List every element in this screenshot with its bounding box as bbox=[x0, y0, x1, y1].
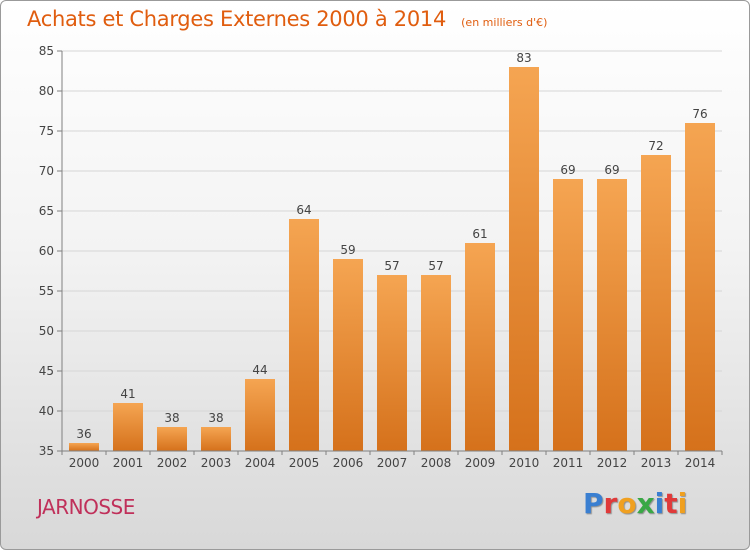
bar bbox=[685, 123, 715, 451]
bar bbox=[333, 259, 363, 451]
y-tick-label: 70 bbox=[39, 164, 54, 178]
x-tick-label: 2005 bbox=[289, 456, 320, 470]
brand-letter: x bbox=[636, 487, 655, 520]
data-label: 76 bbox=[692, 107, 707, 121]
bar bbox=[289, 219, 319, 451]
data-label: 69 bbox=[604, 163, 619, 177]
data-label: 64 bbox=[296, 203, 311, 217]
x-tick-label: 2002 bbox=[157, 456, 188, 470]
bar bbox=[201, 427, 231, 451]
y-tick-label: 80 bbox=[39, 84, 54, 98]
bar bbox=[553, 179, 583, 451]
y-tick-label: 35 bbox=[39, 444, 54, 458]
data-label: 41 bbox=[120, 387, 135, 401]
brand-logo: Proxiti bbox=[583, 487, 687, 520]
data-label: 57 bbox=[384, 259, 399, 273]
chart-unit: (en milliers d'€) bbox=[461, 16, 548, 29]
x-tick-label: 2006 bbox=[333, 456, 364, 470]
data-label: 36 bbox=[76, 427, 91, 441]
bars bbox=[69, 67, 715, 451]
x-tick-label: 2003 bbox=[201, 456, 232, 470]
x-tick-label: 2011 bbox=[553, 456, 584, 470]
data-label: 72 bbox=[648, 139, 663, 153]
x-tick-label: 2014 bbox=[685, 456, 716, 470]
x-tick-label: 2001 bbox=[113, 456, 144, 470]
chart-title: Achats et Charges Externes 2000 à 2014 bbox=[27, 7, 447, 31]
brand-letter: P bbox=[583, 487, 604, 520]
x-axis: 2000 2001 2002 2003 2004 2005 2006 2007 2008 2009… bbox=[61, 450, 723, 470]
y-tick-label: 50 bbox=[39, 324, 54, 338]
data-label: 61 bbox=[472, 227, 487, 241]
y-tick-label: 85 bbox=[39, 44, 54, 58]
brand-letter: i bbox=[654, 487, 665, 520]
y-tick-label: 75 bbox=[39, 124, 54, 138]
bar bbox=[641, 155, 671, 451]
bar bbox=[113, 403, 143, 451]
data-label: 57 bbox=[428, 259, 443, 273]
bar bbox=[421, 275, 451, 451]
x-tick-label: 2007 bbox=[377, 456, 408, 470]
y-tick-label: 55 bbox=[39, 284, 54, 298]
bar bbox=[245, 379, 275, 451]
bar bbox=[597, 179, 627, 451]
data-label: 83 bbox=[516, 51, 531, 65]
data-label: 59 bbox=[340, 243, 355, 257]
place-name: JARNOSSE bbox=[37, 495, 135, 519]
data-labels: 36 41 38 38 44 64 59 57 57 61 83 69 69 72 76 bbox=[76, 51, 707, 441]
brand-letter: r bbox=[603, 487, 618, 520]
x-tick-label: 2009 bbox=[465, 456, 496, 470]
y-tick-label: 60 bbox=[39, 244, 54, 258]
y-tick-label: 65 bbox=[39, 204, 54, 218]
x-tick-label: 2000 bbox=[69, 456, 100, 470]
x-tick-label: 2012 bbox=[597, 456, 628, 470]
x-tick-label: 2010 bbox=[509, 456, 540, 470]
data-label: 38 bbox=[208, 411, 223, 425]
y-tick-label: 45 bbox=[39, 364, 54, 378]
data-label: 38 bbox=[164, 411, 179, 425]
brand-letter: o bbox=[617, 487, 637, 520]
brand-letter: i bbox=[677, 487, 688, 520]
x-tick-label: 2013 bbox=[641, 456, 672, 470]
bar bbox=[465, 243, 495, 451]
bar bbox=[509, 67, 539, 451]
data-label: 44 bbox=[252, 363, 267, 377]
y-tick-label: 40 bbox=[39, 404, 54, 418]
x-tick-label: 2008 bbox=[421, 456, 452, 470]
y-axis: 35 40 45 50 55 60 65 70 75 80 85 bbox=[39, 44, 63, 458]
bar bbox=[377, 275, 407, 451]
x-tick-label: 2004 bbox=[245, 456, 276, 470]
bar bbox=[69, 443, 99, 451]
title-row: Achats et Charges Externes 2000 à 2014 (… bbox=[27, 7, 547, 31]
brand-letter: t bbox=[664, 487, 678, 520]
bar bbox=[157, 427, 187, 451]
data-label: 69 bbox=[560, 163, 575, 177]
